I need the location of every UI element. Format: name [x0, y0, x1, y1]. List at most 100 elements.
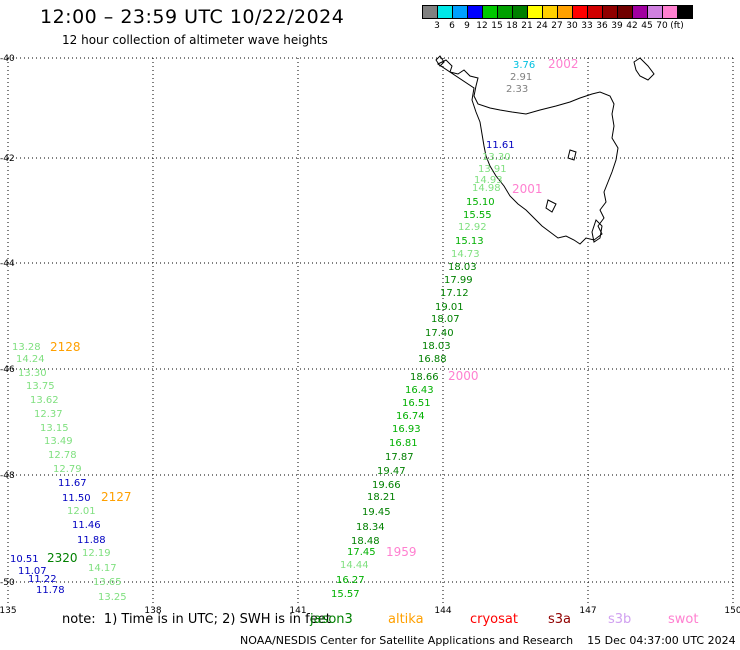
legend-swatch — [482, 5, 498, 19]
wave-height-value: 12.92 — [458, 222, 487, 233]
lat-tick-label: -44 — [0, 259, 15, 269]
wave-height-value: 15.13 — [455, 236, 484, 247]
wave-height-value: 14.93 — [474, 175, 503, 186]
wave-height-value: 3.76 — [513, 60, 535, 71]
wave-height-value: 16.27 — [336, 575, 365, 586]
wave-height-value: 16.74 — [396, 411, 425, 422]
lat-tick-label: -42 — [0, 154, 15, 164]
lat-tick-label: -40 — [0, 54, 15, 64]
legend-swatch — [422, 5, 438, 19]
page-subtitle: 12 hour collection of altimeter wave hei… — [62, 33, 328, 47]
lon-tick-label: 135 — [0, 606, 17, 616]
wave-height-value: 16.93 — [392, 424, 421, 435]
lon-tick-label: 138 — [144, 606, 161, 616]
lat-tick-label: -48 — [0, 471, 15, 481]
lat-tick-label: -46 — [0, 365, 15, 375]
lon-tick-label: 144 — [434, 606, 451, 616]
wave-height-value: 14.17 — [88, 563, 117, 574]
legend-label: 33 — [581, 21, 593, 31]
legend-label: 39 — [611, 21, 623, 31]
satellite-label-cryosat: cryosat — [470, 612, 518, 627]
pass-time-label: 2128 — [50, 340, 81, 354]
legend-label: 9 — [464, 21, 470, 31]
legend-label: (ft) — [670, 21, 684, 31]
pass-time-label: 1959 — [386, 545, 417, 559]
wave-height-value: 15.10 — [466, 197, 495, 208]
legend-label: 6 — [449, 21, 455, 31]
wave-height-value: 13.28 — [12, 342, 41, 353]
legend-label: 21 — [521, 21, 533, 31]
wave-height-value: 11.22 — [28, 574, 57, 585]
legend-swatch — [677, 5, 693, 19]
satellite-label-swot: swot — [668, 612, 699, 627]
satellite-label-s3b: s3b — [608, 612, 632, 627]
wave-height-value: 18.03 — [422, 341, 451, 352]
flinders-island — [633, 57, 655, 81]
legend-label: 45 — [641, 21, 653, 31]
pass-time-label: 2000 — [448, 369, 479, 383]
legend-swatch — [587, 5, 603, 19]
wave-height-value: 16.51 — [402, 398, 431, 409]
wave-height-value: 19.66 — [372, 480, 401, 491]
wave-height-value: 12.19 — [82, 548, 111, 559]
altimeter-tracks: 3.762.912.33200211.6113.3013.9114.9314.9… — [10, 57, 579, 603]
wave-height-value: 13.25 — [98, 592, 127, 603]
wave-height-value: 19.47 — [377, 466, 406, 477]
legend-swatch — [437, 5, 453, 19]
lat-lon-grid — [7, 57, 734, 605]
wave-height-value: 15.55 — [463, 210, 492, 221]
lake-outline — [567, 149, 577, 161]
legend-label: 27 — [551, 21, 563, 31]
legend-color-boxes — [422, 5, 693, 19]
legend-swatch — [497, 5, 513, 19]
wave-height-value: 14.24 — [16, 354, 45, 365]
wave-height-value: 11.50 — [62, 493, 91, 504]
wave-height-value: 17.99 — [444, 275, 473, 286]
lat-tick-label: -50 — [0, 578, 15, 588]
legend-swatch — [452, 5, 468, 19]
pass-time-label: 2001 — [512, 182, 543, 196]
legend-swatch — [527, 5, 543, 19]
footnote: note: 1) Time is in UTC; 2) SWH is in fe… — [62, 612, 331, 627]
legend-swatch — [512, 5, 528, 19]
wave-height-value: 17.87 — [385, 452, 414, 463]
satellite-label-s3a: s3a — [548, 612, 572, 627]
legend-labels: 3 6 9 12 15 18 21 24 27 30 33 36 39 42 45 70 (ft) — [422, 19, 692, 31]
legend-swatch — [572, 5, 588, 19]
wave-height-value: 13.15 — [40, 423, 69, 434]
legend-label: 3 — [434, 21, 440, 31]
king-island — [435, 55, 445, 67]
wave-height-value: 18.03 — [448, 262, 477, 273]
wave-height-value: 13.65 — [93, 577, 122, 588]
page-title: 12:00 – 23:59 UTC 10/22/2024 — [40, 6, 345, 28]
wave-height-value: 13.49 — [44, 436, 73, 447]
legend-swatch — [647, 5, 663, 19]
wave-height-value: 12.78 — [48, 450, 77, 461]
wave-height-value: 16.88 — [418, 354, 447, 365]
wave-height-value: 11.61 — [486, 140, 515, 151]
legend-label: 36 — [596, 21, 608, 31]
wave-height-value: 12.37 — [34, 409, 63, 420]
credit-line: NOAA/NESDIS Center for Satellite Applica… — [240, 634, 736, 647]
legend-swatch — [602, 5, 618, 19]
legend-swatch — [632, 5, 648, 19]
wave-height-value: 13.75 — [26, 381, 55, 392]
wave-height-value: 13.30 — [18, 368, 47, 379]
legend-swatch — [662, 5, 678, 19]
legend-swatch — [557, 5, 573, 19]
wave-height-value: 11.07 — [18, 566, 47, 577]
bruny-island — [591, 219, 603, 243]
wave-height-value: 15.57 — [331, 589, 360, 600]
wave-height-value: 12.79 — [53, 464, 82, 475]
wave-height-value: 11.46 — [72, 520, 101, 531]
wave-height-value: 2.91 — [510, 72, 532, 83]
wave-height-value: 10.51 — [10, 554, 39, 565]
legend-swatch — [617, 5, 633, 19]
wave-height-value: 13.30 — [482, 152, 511, 163]
wave-height-value: 18.48 — [351, 536, 380, 547]
legend-label: 30 — [566, 21, 578, 31]
lon-tick-label: 147 — [579, 606, 596, 616]
wave-height-value: 18.66 — [410, 372, 439, 383]
legend-label: 18 — [506, 21, 518, 31]
